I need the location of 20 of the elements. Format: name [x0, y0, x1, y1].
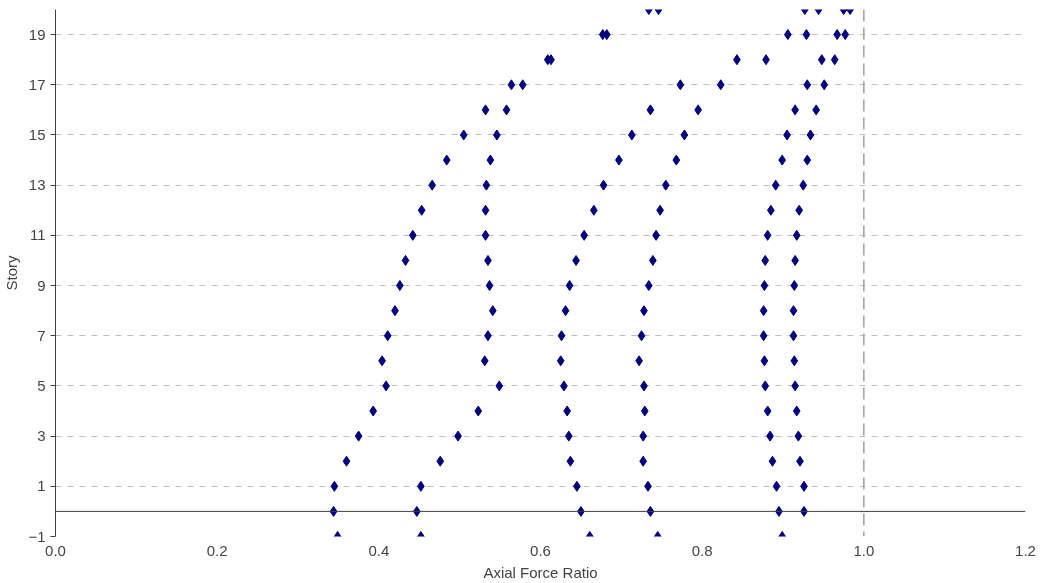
- y-tick-label: 9: [37, 276, 46, 294]
- y-tick-label: 17: [28, 75, 46, 93]
- y-tick-label: 5: [37, 376, 46, 394]
- x-tick-label: 0.2: [206, 541, 228, 559]
- x-tick-label: 1.0: [853, 541, 875, 559]
- y-tick-label: 7: [37, 326, 46, 344]
- y-tick-label: 15: [28, 125, 46, 143]
- x-tick-label: 0.0: [45, 541, 66, 559]
- x-tick-label: 1.2: [1015, 541, 1036, 559]
- y-axis-title: Story: [3, 255, 21, 291]
- y-tick-label: −1: [28, 527, 46, 545]
- x-tick-label: 0.6: [530, 541, 551, 559]
- y-tick-label: 3: [37, 427, 46, 445]
- y-tick-label: 1: [37, 477, 46, 495]
- x-tick-label: 0.8: [691, 541, 713, 559]
- x-tick-label: 0.4: [368, 541, 390, 559]
- y-tick-label: 11: [29, 226, 46, 244]
- x-axis-title: Axial Force Ratio: [483, 563, 598, 581]
- y-tick-label: 19: [28, 25, 46, 43]
- y-tick-label: 13: [28, 176, 46, 194]
